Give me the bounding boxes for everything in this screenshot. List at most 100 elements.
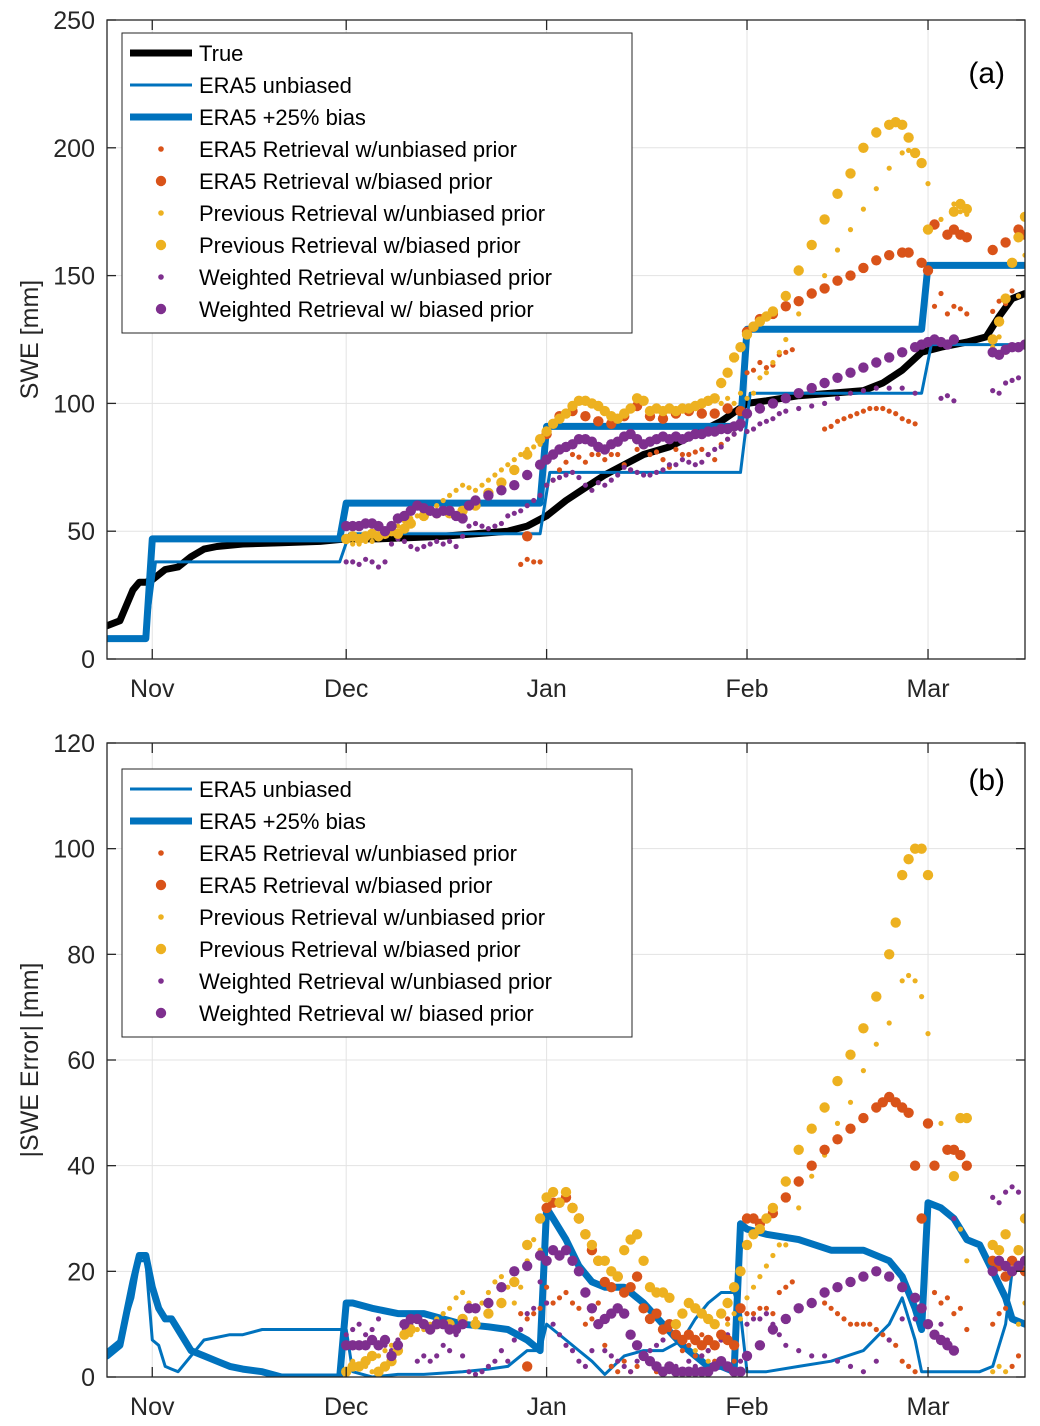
data-point (453, 543, 459, 550)
data-point (873, 1041, 879, 1047)
data-point (770, 1252, 776, 1259)
legend-entry: Weighted Retrieval w/ biased prior (155, 297, 534, 322)
data-point (860, 1068, 867, 1074)
data-point (750, 426, 757, 432)
data-point (634, 1358, 640, 1364)
legend-entry: ERA5 +25% bias (130, 105, 366, 130)
data-point (705, 451, 711, 458)
x-tick-label: Feb (725, 1393, 768, 1421)
legend-label: Previous Retrieval w/biased prior (199, 233, 521, 258)
data-point (828, 1305, 834, 1311)
legend-entry: Previous Retrieval w/biased prior (155, 233, 521, 258)
data-point (537, 1279, 543, 1285)
data-point (858, 362, 869, 373)
data-point (845, 270, 856, 281)
data-point (531, 444, 537, 450)
series-wt-ret-b (341, 1245, 1025, 1377)
data-point (343, 1332, 349, 1338)
data-point (731, 1311, 737, 1317)
data-point (725, 1316, 731, 1322)
data-point (569, 1348, 576, 1354)
data-point (388, 1342, 395, 1348)
data-point (705, 1358, 711, 1364)
data-point (1019, 1255, 1025, 1266)
data-point (854, 411, 860, 417)
data-point (922, 224, 934, 235)
series-true (107, 290, 1025, 630)
y-tick-label: 250 (53, 7, 95, 35)
data-point (809, 1173, 815, 1179)
data-point (903, 1107, 914, 1119)
data-point (653, 1342, 660, 1348)
data-point (1015, 1353, 1022, 1359)
data-point (735, 342, 746, 353)
data-point (466, 523, 472, 529)
data-point (884, 949, 895, 960)
data-point (780, 1176, 791, 1187)
data-point (595, 451, 601, 458)
data-point (660, 457, 666, 463)
data-point (822, 400, 828, 406)
data-point (847, 1363, 854, 1369)
data-point (744, 428, 750, 435)
data-point (356, 561, 362, 568)
data-point (951, 303, 957, 309)
data-point (806, 1297, 817, 1309)
data-point (832, 188, 843, 199)
data-point (408, 543, 414, 550)
legend-entry: ERA5 Retrieval w/biased prior (155, 169, 492, 194)
data-point (634, 446, 640, 452)
data-point (556, 1332, 563, 1338)
data-point (677, 1308, 688, 1319)
data-point (886, 385, 892, 391)
data-point (938, 216, 944, 222)
data-point (912, 421, 918, 427)
data-point (686, 451, 692, 458)
data-point (860, 1369, 867, 1375)
panel-b-legend: ERA5 unbiased ERA5 +25% bias ERA5 Retrieva… (121, 768, 633, 1038)
data-point (931, 303, 938, 309)
data-point (509, 464, 520, 476)
data-point (466, 485, 472, 491)
data-point (728, 1282, 740, 1293)
data-point (725, 436, 731, 442)
data-point (880, 405, 886, 412)
data-point (925, 1031, 931, 1037)
data-point (754, 403, 766, 414)
data-point (524, 503, 530, 509)
data-point (744, 1321, 750, 1327)
data-point (634, 1363, 640, 1369)
data-point (647, 1348, 653, 1354)
data-point (744, 1311, 750, 1317)
legend-marker-swatch (158, 914, 164, 920)
data-point (686, 1342, 692, 1348)
data-point (886, 165, 892, 171)
data-point (731, 1358, 737, 1364)
data-point (767, 1324, 779, 1335)
data-point (582, 1363, 589, 1369)
data-point (955, 1149, 966, 1161)
data-point (741, 408, 753, 419)
data-point (822, 426, 828, 432)
data-point (563, 472, 569, 478)
legend-entry: ERA5 unbiased (130, 73, 352, 98)
data-point (822, 1300, 828, 1306)
data-point (957, 306, 964, 312)
data-point (858, 1112, 869, 1124)
data-point (806, 239, 817, 251)
data-point (834, 247, 841, 253)
data-point (873, 186, 879, 192)
data-point (931, 1289, 938, 1296)
legend-entry: Previous Retrieval w/unbiased prior (158, 201, 545, 226)
data-point (754, 1223, 766, 1235)
data-point (860, 1321, 867, 1327)
y-tick-label: 50 (67, 518, 95, 546)
data-point (560, 1186, 572, 1198)
data-point (485, 477, 491, 483)
data-point (440, 497, 446, 504)
data-point (709, 393, 720, 404)
panel-a-series (107, 117, 1025, 643)
data-point (660, 1337, 666, 1343)
data-point (819, 1287, 830, 1298)
data-point (1009, 1363, 1015, 1369)
